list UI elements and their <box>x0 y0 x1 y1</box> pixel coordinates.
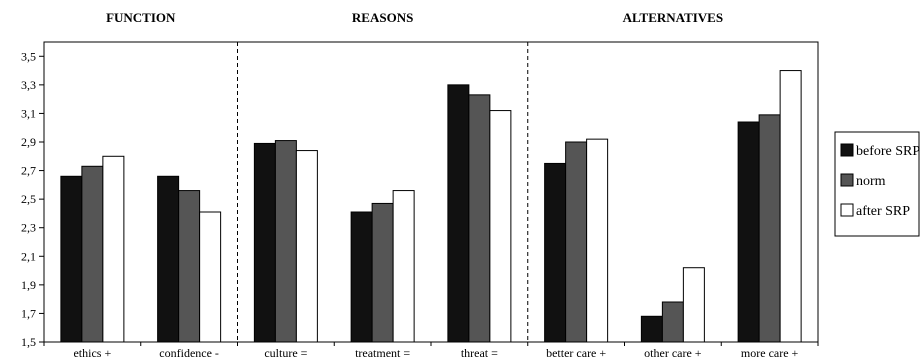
category-label: threat = <box>461 346 498 360</box>
bar-norm <box>178 190 201 343</box>
category-label: ethics + <box>73 346 111 360</box>
bar-before-srp <box>447 84 470 343</box>
bar-after-srp <box>392 190 415 343</box>
y-tick-label: 2,3 <box>21 221 36 235</box>
category-label: treatment = <box>355 346 410 360</box>
category-label: culture = <box>264 346 307 360</box>
bar-after-srp <box>295 150 318 343</box>
legend-label: after SRP <box>856 204 910 219</box>
legend-swatch <box>840 143 854 157</box>
y-tick-label: 1,7 <box>21 306 36 320</box>
legend-swatch <box>840 203 854 217</box>
category-label: confidence - <box>159 346 219 360</box>
bar-after-srp <box>779 70 802 343</box>
bar-norm <box>468 94 491 343</box>
bar-before-srp <box>253 142 276 343</box>
bar-norm <box>661 301 684 343</box>
y-tick-label: 2,7 <box>21 164 36 178</box>
bar-after-srp <box>682 267 705 343</box>
bar-before-srp <box>640 315 663 343</box>
legend-label: before SRP <box>856 144 920 159</box>
bar-after-srp <box>489 110 512 343</box>
bar-before-srp <box>157 175 180 343</box>
x-axis: ethics + confidence - culture = treatment =… <box>43 342 819 360</box>
bars <box>60 70 802 343</box>
group-label: ALTERNATIVES <box>623 10 723 25</box>
bar-norm <box>565 141 588 343</box>
legend-swatch <box>840 173 854 187</box>
y-tick-label: 2,9 <box>21 135 36 149</box>
group-separators <box>237 42 529 342</box>
category-label: other care + <box>644 346 702 360</box>
bar-after-srp <box>199 211 222 343</box>
y-tick-label: 1,9 <box>21 278 36 292</box>
y-tick-label: 1,5 <box>21 335 36 349</box>
y-tick-label: 2,5 <box>21 192 36 206</box>
y-tick-label: 3,3 <box>21 78 36 92</box>
group-label: REASONS <box>352 10 413 25</box>
y-tick-label: 3,5 <box>21 49 36 63</box>
y-tick-label: 2,1 <box>21 249 36 263</box>
bar-norm <box>81 165 104 343</box>
category-label: more care + <box>741 346 799 360</box>
bar-norm <box>371 202 394 343</box>
group-labels: FUNCTION REASONS ALTERNATIVES <box>106 10 723 25</box>
bar-norm <box>758 114 781 343</box>
bar-before-srp <box>350 211 373 343</box>
bar-before-srp <box>60 175 83 343</box>
bar-after-srp <box>102 155 125 343</box>
legend: before SRP norm after SRP <box>834 131 920 237</box>
bar-before-srp <box>544 162 567 343</box>
y-tick-label: 3,1 <box>21 106 36 120</box>
category-label: better care + <box>546 346 606 360</box>
legend-label: norm <box>856 174 886 189</box>
bar-after-srp <box>586 138 609 343</box>
group-label: FUNCTION <box>106 10 176 25</box>
bar-before-srp <box>737 121 760 343</box>
bar-norm <box>274 140 297 343</box>
